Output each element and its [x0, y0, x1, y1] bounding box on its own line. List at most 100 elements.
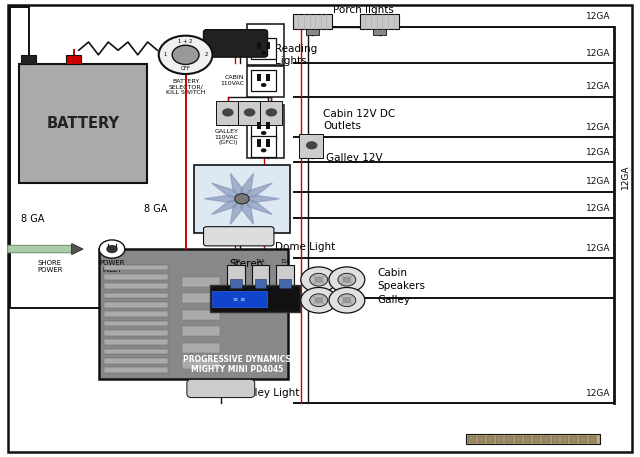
Bar [515, 436, 522, 443]
Text: 15A: 15A [255, 259, 266, 264]
Text: 12GA: 12GA [586, 122, 611, 132]
Text: 12GA: 12GA [586, 244, 611, 253]
Bar [260, 101, 282, 125]
Bar [279, 279, 291, 288]
Text: PROGRESSIVE DYNAMICS
MIGHTY MINI PD4045: PROGRESSIVE DYNAMICS MIGHTY MINI PD4045 [183, 355, 291, 374]
Bar [276, 265, 294, 290]
Text: 15A: 15A [280, 259, 290, 264]
Text: Reading
Lights: Reading Lights [275, 44, 317, 66]
Polygon shape [212, 199, 242, 214]
Text: 12GA: 12GA [586, 204, 611, 213]
Bar [104, 302, 168, 308]
Text: 12GA: 12GA [586, 12, 611, 21]
Bar [212, 291, 267, 307]
Bar [251, 136, 276, 157]
Circle shape [343, 298, 351, 303]
Circle shape [301, 287, 337, 313]
Circle shape [261, 83, 266, 87]
Polygon shape [242, 183, 272, 199]
Circle shape [106, 245, 118, 253]
Bar [182, 310, 220, 320]
Text: 8 GA: 8 GA [21, 214, 45, 224]
Bar [257, 42, 260, 49]
Text: 12GA: 12GA [586, 388, 611, 398]
Circle shape [301, 267, 337, 292]
Bar [524, 436, 531, 443]
Bar [506, 436, 513, 443]
Text: OFF: OFF [180, 66, 191, 71]
Circle shape [306, 141, 317, 149]
Text: Stereo: Stereo [229, 259, 263, 269]
Bar [216, 101, 238, 125]
Bar [373, 29, 386, 35]
Text: Galley 12V: Galley 12V [326, 153, 383, 163]
Bar [533, 436, 540, 443]
Bar [182, 343, 220, 353]
Bar [104, 349, 168, 354]
Bar [257, 139, 260, 147]
Text: 12GA: 12GA [586, 82, 611, 91]
Text: Cabin: Cabin [378, 268, 408, 278]
Polygon shape [212, 183, 242, 199]
Text: 1 + 2: 1 + 2 [179, 39, 193, 44]
Bar [19, 64, 147, 183]
Text: 30A: 30A [231, 259, 241, 264]
Polygon shape [242, 195, 280, 202]
Polygon shape [72, 244, 83, 255]
Text: BATTERY: BATTERY [47, 116, 120, 131]
Bar [251, 70, 276, 91]
Text: 2: 2 [205, 53, 208, 57]
Text: Galley: Galley [378, 295, 411, 305]
Bar [182, 359, 220, 369]
Bar [210, 285, 300, 312]
Text: 12GA: 12GA [586, 48, 611, 58]
Text: SHORE
POWER: SHORE POWER [37, 260, 63, 272]
Circle shape [222, 108, 234, 117]
Text: POWER
INLET: POWER INLET [99, 260, 125, 272]
Bar [21, 55, 36, 64]
Circle shape [329, 267, 365, 292]
Bar [104, 312, 168, 317]
Bar [542, 436, 550, 443]
Bar [104, 358, 168, 364]
Bar [306, 29, 319, 35]
Text: 12GA: 12GA [586, 148, 611, 157]
Bar [466, 434, 600, 444]
Text: Fantastic
Fan: Fantastic Fan [202, 218, 249, 240]
Bar [266, 122, 270, 129]
Circle shape [310, 294, 328, 307]
Text: CABIN
110VAC: CABIN 110VAC [220, 43, 244, 54]
Polygon shape [230, 173, 243, 199]
Circle shape [99, 240, 125, 258]
Bar [252, 265, 269, 290]
Circle shape [159, 36, 212, 74]
FancyBboxPatch shape [204, 30, 268, 57]
Bar [227, 265, 245, 290]
Bar [230, 279, 242, 288]
Bar [104, 330, 168, 335]
Bar [496, 436, 504, 443]
Text: Galley Light: Galley Light [237, 388, 299, 398]
Text: 8 GA: 8 GA [145, 204, 168, 214]
Circle shape [315, 277, 323, 282]
Bar [251, 38, 276, 59]
Bar [104, 367, 168, 373]
Bar [266, 42, 270, 49]
Circle shape [261, 149, 266, 152]
Bar [299, 134, 323, 158]
Circle shape [329, 287, 365, 313]
Text: BATTERY
SELECTOR/
KILL SWITCH: BATTERY SELECTOR/ KILL SWITCH [166, 79, 205, 95]
Bar [238, 101, 260, 125]
Text: Dome Light: Dome Light [275, 242, 335, 252]
Text: Speakers: Speakers [378, 281, 426, 291]
Bar [552, 436, 559, 443]
Bar [266, 74, 270, 81]
Bar [579, 436, 587, 443]
Circle shape [338, 294, 356, 307]
Polygon shape [205, 195, 242, 202]
Text: GALLEY
110VAC
(GFCI): GALLEY 110VAC (GFCI) [214, 129, 238, 145]
Circle shape [261, 131, 266, 135]
FancyBboxPatch shape [204, 227, 274, 246]
Bar [468, 436, 476, 443]
Circle shape [315, 298, 323, 303]
